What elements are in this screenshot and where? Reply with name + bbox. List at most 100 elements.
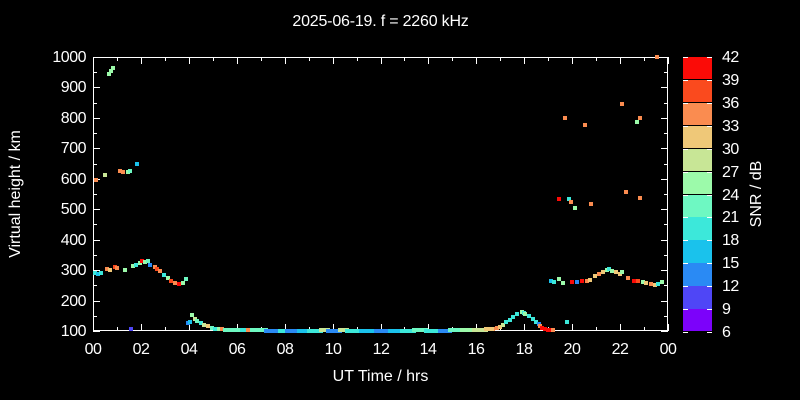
y-major-tick <box>661 209 668 210</box>
data-point-f-trace-19-24h <box>636 279 641 284</box>
data-point-e-layer-line <box>421 328 426 333</box>
data-point-f-trace-00-04h <box>142 259 147 264</box>
data-point-e-layer-line <box>228 327 233 332</box>
x-major-tick <box>141 57 142 64</box>
colorbar-tick <box>707 240 712 241</box>
x-minor-tick <box>117 57 118 61</box>
colorbar-tick-label: 21 <box>722 209 739 226</box>
data-point-e-layer-line <box>247 328 252 333</box>
data-point-e-layer-line <box>322 328 327 333</box>
data-point-e-layer-line <box>285 328 290 333</box>
colorbar-bin <box>683 148 712 172</box>
x-tick-label: 22 <box>611 341 629 358</box>
data-point-scattered-high-19-24h <box>620 101 625 106</box>
x-minor-tick <box>548 57 549 61</box>
y-major-tick <box>661 331 668 332</box>
data-point-evening-peak-17-19h <box>546 327 551 332</box>
data-point-e-layer-line <box>471 327 476 332</box>
data-point-scattered-high-19-24h <box>566 197 571 202</box>
x-minor-tick <box>596 57 597 61</box>
plot-area <box>93 57 668 331</box>
data-point-cluster-600km-00-02h <box>102 173 107 178</box>
y-major-tick <box>661 301 668 302</box>
data-point-e-layer-line <box>447 328 452 333</box>
colorbar-bin <box>683 194 712 217</box>
chart-title: 2025-06-19. f = 2260 kHz <box>292 13 469 30</box>
data-point-f-trace-19-24h <box>640 280 645 285</box>
data-point-f-trace-00-04h <box>153 264 158 269</box>
x-tick-label: 14 <box>419 341 437 358</box>
x-major-tick <box>476 57 477 64</box>
data-point-f-trace-00-04h <box>148 262 153 267</box>
data-point-scattered-high-19-24h <box>624 190 629 195</box>
colorbar-bin <box>683 240 712 263</box>
y-tick-label: 400 <box>60 232 87 249</box>
y-tick-label: 100 <box>60 323 87 340</box>
y-minor-tick <box>664 194 668 195</box>
data-point-f-trace-00-04h <box>161 272 166 277</box>
data-point-f-trace-19-24h <box>620 270 625 275</box>
colorbar-tick <box>683 57 688 58</box>
colorbar-tick <box>707 332 712 333</box>
data-point-f-trace-19-24h <box>588 278 593 283</box>
y-major-tick <box>93 240 100 241</box>
data-point-e-layer-line <box>400 328 405 333</box>
data-point-e-layer-line <box>456 328 461 333</box>
colorbar-tick <box>707 149 712 150</box>
data-point-e-layer-line <box>379 329 384 333</box>
colorbar-tick-label: 30 <box>722 141 739 158</box>
x-tick-label: 04 <box>180 341 198 358</box>
data-point-e-layer-line <box>294 328 299 333</box>
colorbar-tick <box>707 309 712 310</box>
data-point-scattered-high-19-24h <box>556 196 561 201</box>
colorbar-tick-label: 18 <box>722 232 739 249</box>
y-tick-label: 600 <box>60 171 87 188</box>
colorbar-tick <box>683 103 688 104</box>
x-minor-tick <box>500 57 501 61</box>
data-point-f-trace-00-04h <box>137 260 142 265</box>
data-point-f-trace-19-24h <box>601 270 606 275</box>
y-minor-tick <box>664 316 668 317</box>
data-point-scattered-high-19-24h <box>562 116 567 121</box>
data-point-f-trace-00-04h <box>177 282 181 287</box>
data-point-e-layer-line <box>385 329 390 333</box>
data-point-f-trace-00-04h <box>96 272 101 277</box>
y-major-tick <box>93 87 100 88</box>
data-point-e-layer-onset-04-05h <box>220 327 225 332</box>
data-point-e-layer-line <box>429 328 434 333</box>
data-point-high-echoes-00h <box>107 72 112 77</box>
data-point-e-layer-line <box>344 328 349 333</box>
colorbar-tick <box>683 172 688 173</box>
colorbar-bin <box>683 102 712 126</box>
data-point-e-layer-line <box>275 328 279 333</box>
data-point-f-trace-19-24h <box>649 282 654 287</box>
colorbar-tick-label: 6 <box>722 324 731 341</box>
data-point-f-trace-19-24h <box>596 272 601 277</box>
data-point-e-layer-line <box>291 328 296 333</box>
data-point-scattered-high-19-24h <box>655 55 660 59</box>
colorbar-bin <box>683 125 712 149</box>
data-point-f-trace-00-04h <box>108 268 112 273</box>
data-point-e-layer-line <box>272 328 277 333</box>
y-major-tick <box>661 270 668 271</box>
data-point-f-trace-00-04h <box>183 276 188 281</box>
data-point-f-trace-00-04h <box>98 271 103 276</box>
data-point-e-layer-line <box>462 328 467 333</box>
data-point-cluster-600km-00-02h <box>93 178 98 183</box>
y-minor-tick <box>93 316 97 317</box>
colorbar-tick <box>707 103 712 104</box>
x-tick-label: 00 <box>84 341 102 358</box>
colorbar-tick-label: 36 <box>722 95 739 112</box>
data-point-scattered-high-19-24h <box>634 120 639 125</box>
colorbar-tick <box>707 80 712 81</box>
data-point-f-trace-00-04h <box>169 279 174 284</box>
data-point-f-trace-00-04h <box>172 281 177 286</box>
y-major-tick <box>93 118 100 119</box>
y-minor-tick <box>93 285 97 286</box>
y-tick-label: 900 <box>60 79 87 96</box>
data-point-f-trace-00-04h <box>114 265 119 270</box>
data-point-e-layer-line <box>318 328 323 333</box>
data-point-e-layer-line <box>394 329 399 333</box>
data-point-e-layer-line <box>468 328 473 333</box>
y-tick-label: 300 <box>60 262 87 279</box>
